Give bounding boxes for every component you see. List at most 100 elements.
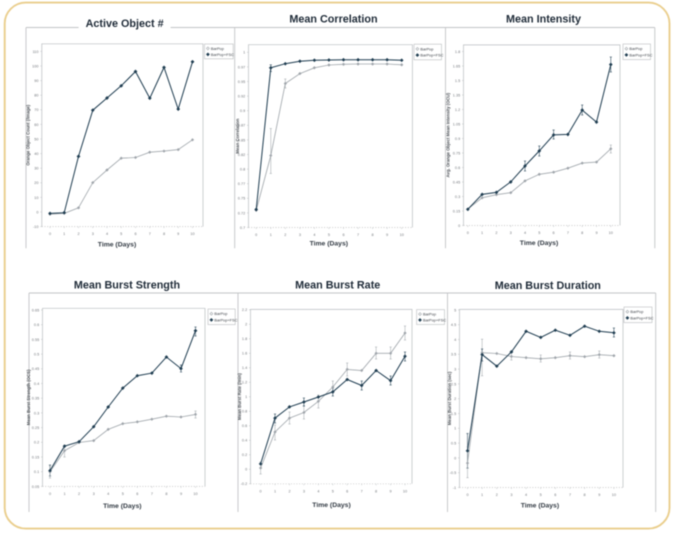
svg-text:0.15: 0.15 <box>453 209 460 213</box>
svg-text:10: 10 <box>403 489 407 493</box>
svg-text:Time (Days): Time (Days) <box>103 503 141 510</box>
svg-text:1.05: 1.05 <box>453 122 460 126</box>
svg-text:0.4: 0.4 <box>242 439 247 443</box>
svg-text:1: 1 <box>245 395 247 399</box>
svg-text:0: 0 <box>255 233 257 237</box>
svg-text:BarPop: BarPop <box>211 46 224 51</box>
svg-text:4: 4 <box>107 492 109 496</box>
svg-text:3: 3 <box>303 489 305 493</box>
svg-text:8: 8 <box>163 232 165 236</box>
svg-text:4.5: 4.5 <box>451 323 456 327</box>
svg-text:-0.2: -0.2 <box>241 482 248 486</box>
svg-text:5: 5 <box>122 492 124 496</box>
svg-text:0.97: 0.97 <box>238 65 245 69</box>
svg-text:0.2: 0.2 <box>34 441 39 445</box>
svg-text:0.65: 0.65 <box>32 308 39 312</box>
svg-text:Orange Object Count (/Image): Orange Object Count (/Image) <box>26 104 31 165</box>
svg-text:1.6: 1.6 <box>242 352 247 356</box>
svg-text:-10: -10 <box>33 225 39 229</box>
svg-text:0.3: 0.3 <box>34 411 39 415</box>
svg-text:0: 0 <box>49 492 51 496</box>
svg-text:1: 1 <box>481 493 483 497</box>
svg-text:Time (Days): Time (Days) <box>310 240 348 247</box>
svg-text:2: 2 <box>454 397 456 401</box>
svg-text:BarPop+FSC: BarPop+FSC <box>630 315 653 320</box>
svg-text:80: 80 <box>34 94 38 98</box>
svg-text:1.2: 1.2 <box>455 108 460 112</box>
svg-text:Mean Burst Strength: Mean Burst Strength <box>74 279 180 291</box>
svg-text:1: 1 <box>243 51 245 55</box>
svg-text:0.3: 0.3 <box>455 195 460 199</box>
svg-text:8: 8 <box>375 489 377 493</box>
svg-text:0: 0 <box>458 224 460 228</box>
svg-text:2.2: 2.2 <box>242 308 247 312</box>
svg-text:0.77: 0.77 <box>238 182 245 186</box>
svg-text:5: 5 <box>454 308 456 312</box>
svg-text:0.25: 0.25 <box>32 426 39 430</box>
svg-text:0.95: 0.95 <box>238 80 245 84</box>
svg-text:0.82: 0.82 <box>238 153 245 157</box>
svg-text:70: 70 <box>34 108 38 112</box>
svg-text:4: 4 <box>313 233 315 237</box>
svg-text:2: 2 <box>78 492 80 496</box>
svg-text:8: 8 <box>372 233 374 237</box>
svg-text:40: 40 <box>34 152 38 156</box>
svg-text:Time (Days): Time (Days) <box>312 502 350 509</box>
svg-text:4: 4 <box>454 338 456 342</box>
svg-text:1.8: 1.8 <box>455 50 460 54</box>
svg-text:60: 60 <box>34 123 38 127</box>
svg-text:9: 9 <box>390 489 392 493</box>
svg-text:0.6: 0.6 <box>242 424 247 428</box>
svg-text:0.6: 0.6 <box>455 166 460 170</box>
svg-text:4: 4 <box>525 493 527 497</box>
svg-text:0.92: 0.92 <box>238 95 245 99</box>
svg-text:7: 7 <box>361 489 363 493</box>
svg-text:Mean Burst Duration: Mean Burst Duration <box>495 280 601 292</box>
svg-text:2: 2 <box>245 323 247 327</box>
svg-text:0.15: 0.15 <box>32 455 39 459</box>
svg-text:0.75: 0.75 <box>238 197 245 201</box>
svg-text:6: 6 <box>553 231 555 235</box>
svg-text:9: 9 <box>180 492 182 496</box>
svg-text:9: 9 <box>177 232 179 236</box>
svg-text:Active Object #: Active Object # <box>86 18 164 30</box>
svg-text:5: 5 <box>538 231 540 235</box>
svg-text:5: 5 <box>332 489 334 493</box>
svg-text:7: 7 <box>357 233 359 237</box>
svg-text:0.6: 0.6 <box>34 323 39 327</box>
svg-text:-1: -1 <box>453 486 456 490</box>
svg-text:0.87: 0.87 <box>238 124 245 128</box>
svg-text:8: 8 <box>584 493 586 497</box>
svg-text:0: 0 <box>36 210 38 214</box>
svg-text:0: 0 <box>454 456 456 460</box>
svg-text:0: 0 <box>467 231 469 235</box>
svg-text:100: 100 <box>32 64 38 68</box>
svg-text:Mean Correlation: Mean Correlation <box>235 118 240 153</box>
svg-text:10: 10 <box>612 493 616 497</box>
svg-text:0.4: 0.4 <box>34 382 39 386</box>
svg-text:BarPop: BarPop <box>629 46 642 51</box>
svg-text:4: 4 <box>524 231 526 235</box>
svg-text:Time (Days): Time (Days) <box>98 241 136 248</box>
svg-text:Mean Burst Duration (sec): Mean Burst Duration (sec) <box>447 371 452 425</box>
svg-text:Time (Days): Time (Days) <box>520 240 558 247</box>
svg-text:BarPop: BarPop <box>214 311 227 316</box>
svg-text:4: 4 <box>106 232 108 236</box>
svg-text:5: 5 <box>120 232 122 236</box>
svg-text:0: 0 <box>260 489 262 493</box>
svg-text:1.4: 1.4 <box>242 366 247 370</box>
svg-text:0.72: 0.72 <box>238 211 245 215</box>
svg-text:Mean Intensity: Mean Intensity <box>506 14 581 26</box>
svg-text:0.75: 0.75 <box>453 151 460 155</box>
svg-text:0.45: 0.45 <box>32 367 39 371</box>
svg-text:2: 2 <box>495 231 497 235</box>
svg-text:BarPop+FSC: BarPop+FSC <box>423 317 446 322</box>
svg-text:4: 4 <box>317 489 319 493</box>
svg-text:1: 1 <box>274 489 276 493</box>
svg-text:3: 3 <box>510 231 512 235</box>
svg-text:9: 9 <box>595 231 597 235</box>
svg-text:6: 6 <box>134 232 136 236</box>
svg-text:3.5: 3.5 <box>451 353 456 357</box>
svg-text:1.65: 1.65 <box>453 64 460 68</box>
svg-text:2: 2 <box>288 489 290 493</box>
